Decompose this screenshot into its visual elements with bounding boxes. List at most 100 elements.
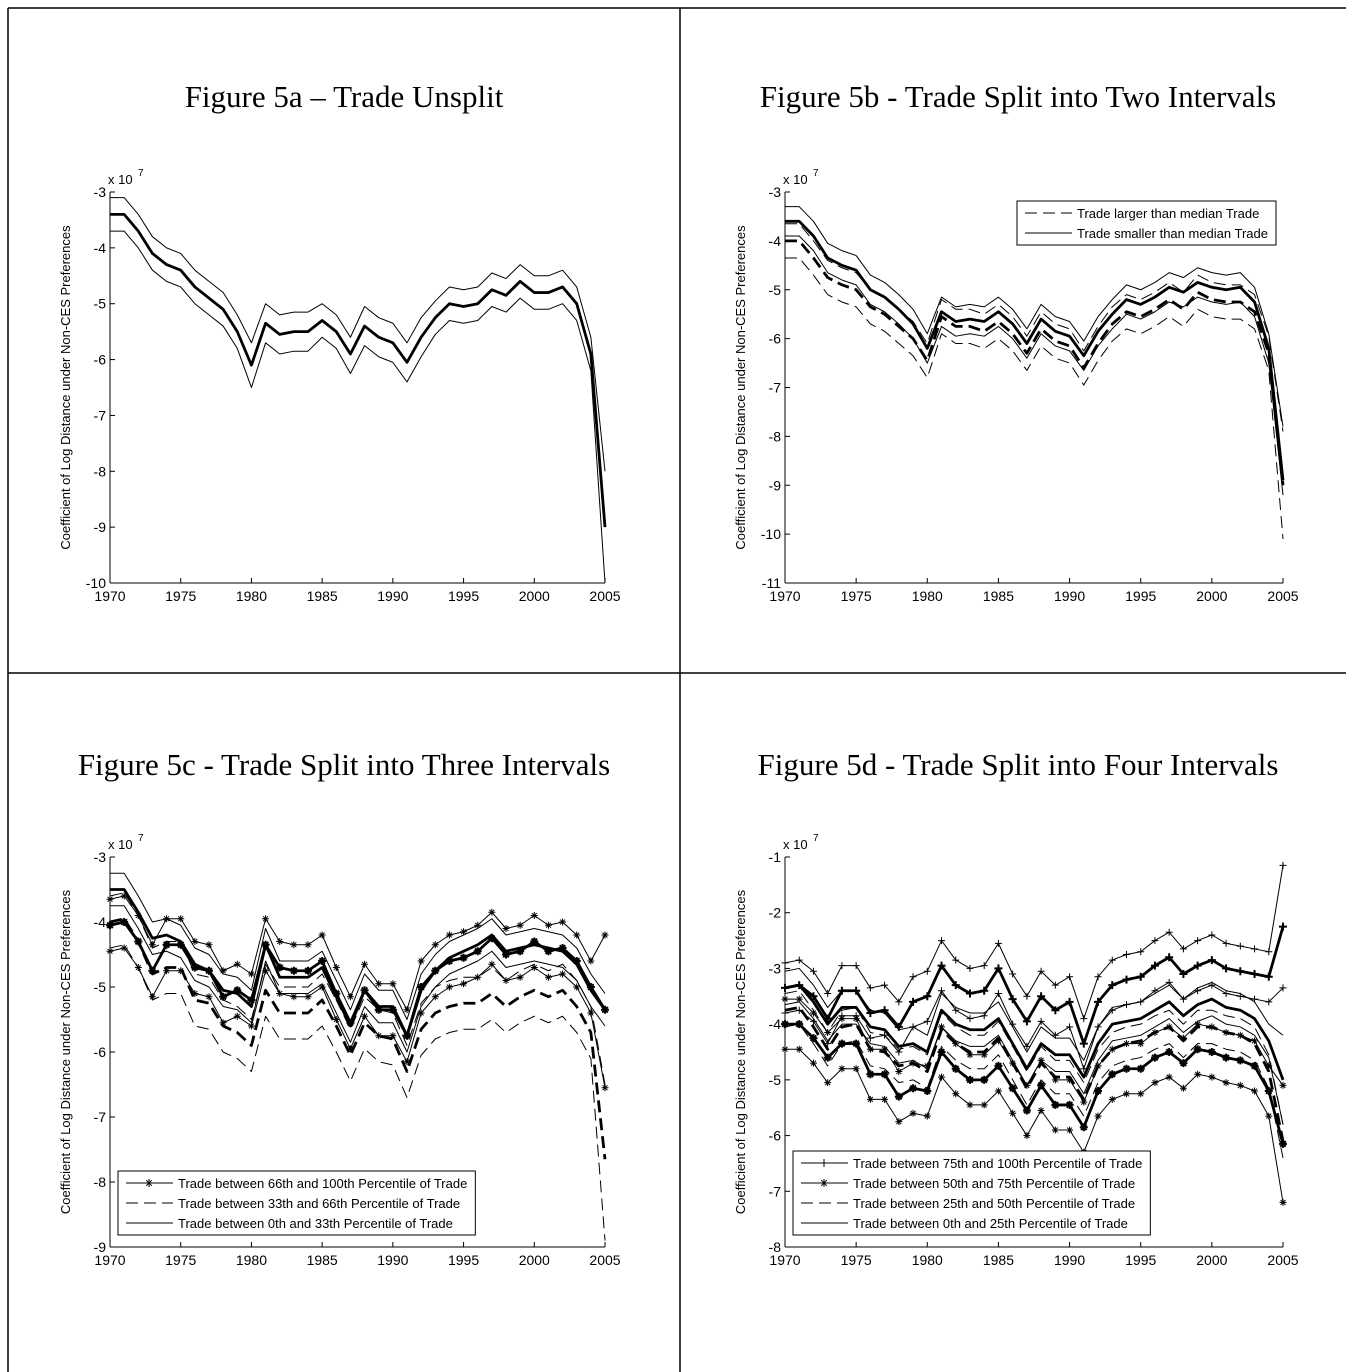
marker <box>389 980 397 988</box>
marker <box>1108 1070 1117 1079</box>
marker <box>318 983 326 991</box>
marker <box>1009 1109 1017 1117</box>
marker <box>445 931 453 939</box>
marker <box>1279 1198 1287 1206</box>
marker <box>587 1009 595 1017</box>
marker <box>980 962 988 970</box>
legend-label: Trade between 0th and 25th Percentile of… <box>853 1216 1128 1231</box>
marker <box>516 947 525 956</box>
marker <box>1236 1056 1245 1065</box>
marker <box>262 915 270 923</box>
marker <box>966 964 974 972</box>
marker <box>1051 1006 1060 1015</box>
marker <box>586 983 595 991</box>
marker <box>824 1079 832 1087</box>
x-tick-label: 2000 <box>519 588 550 604</box>
marker <box>923 1087 932 1095</box>
marker <box>1165 928 1173 936</box>
x-tick-label: 1970 <box>94 588 125 604</box>
marker <box>965 989 974 998</box>
series-line <box>784 983 1285 1081</box>
y-scale-exponent: 7 <box>813 168 819 179</box>
legend-marker <box>820 1159 828 1167</box>
marker <box>459 953 468 962</box>
series-line <box>110 888 607 1038</box>
series-line <box>110 230 606 584</box>
y-tick-label: -2 <box>769 905 782 921</box>
marker <box>346 993 354 1001</box>
series-line <box>110 197 606 472</box>
marker <box>1207 956 1216 965</box>
marker <box>1193 1045 1202 1054</box>
marker <box>1251 1087 1259 1095</box>
marker <box>1094 1112 1102 1120</box>
series-line <box>784 1006 1285 1142</box>
legend-label: Trade between 25th and 50th Percentile o… <box>853 1196 1135 1211</box>
marker <box>781 995 789 1003</box>
marker <box>965 1075 974 1084</box>
x-tick-label: 1990 <box>377 588 408 604</box>
y-tick-label: -3 <box>769 184 782 200</box>
x-tick-label: 1990 <box>1054 588 1085 604</box>
marker <box>1179 945 1187 953</box>
x-tick-label: 2005 <box>589 1252 620 1268</box>
marker <box>162 940 171 949</box>
chart-title: Figure 5c - Trade Split into Three Inter… <box>78 747 610 782</box>
x-tick-label: 1975 <box>841 1252 872 1268</box>
marker <box>559 970 567 978</box>
y-tick-label: -9 <box>94 1239 107 1255</box>
marker <box>572 957 581 965</box>
marker <box>994 964 1003 973</box>
marker <box>205 993 213 1001</box>
marker <box>304 966 312 975</box>
series-line <box>109 947 606 1088</box>
marker <box>1179 970 1188 978</box>
marker <box>233 960 241 968</box>
x-tick-label: 1980 <box>236 1252 267 1268</box>
marker <box>417 1009 425 1017</box>
marker <box>980 986 989 995</box>
x-tick-label: 1985 <box>307 1252 338 1268</box>
marker <box>1207 1048 1216 1056</box>
marker <box>1079 1039 1088 1048</box>
y-tick-label: -9 <box>769 477 782 493</box>
marker <box>809 967 817 975</box>
marker <box>923 1017 931 1025</box>
marker <box>191 990 199 997</box>
marker <box>332 1016 340 1023</box>
marker <box>205 941 213 949</box>
y-tick-label: -6 <box>94 352 107 368</box>
marker <box>795 956 803 964</box>
marker <box>1051 1126 1059 1134</box>
marker <box>1009 970 1017 978</box>
marker <box>1108 1095 1116 1103</box>
marker <box>852 1015 860 1023</box>
x-tick-label: 1995 <box>448 1252 479 1268</box>
y-tick-label: -3 <box>94 184 107 200</box>
chart: Figure 5c - Trade Split into Three Inter… <box>58 747 621 1268</box>
y-axis-label: Coefficient of Log Distance under Non-CE… <box>58 225 73 550</box>
series-line <box>785 219 1285 481</box>
marker <box>1136 1064 1145 1073</box>
marker <box>852 1065 860 1073</box>
marker <box>163 967 171 975</box>
marker <box>417 957 425 965</box>
marker <box>502 977 510 984</box>
marker <box>106 895 114 903</box>
marker <box>1122 1090 1130 1098</box>
series-line <box>785 1022 1285 1145</box>
marker <box>966 1051 974 1059</box>
y-tick-label: -6 <box>769 331 782 347</box>
legend-marker <box>145 1179 153 1187</box>
marker <box>1008 1084 1017 1093</box>
marker <box>838 1015 846 1023</box>
marker <box>1165 1073 1173 1081</box>
marker <box>445 957 454 965</box>
marker <box>824 990 832 997</box>
series-line <box>109 892 606 1085</box>
legend: Trade larger than median Trade Trade smal… <box>1016 200 1277 246</box>
marker <box>375 980 383 988</box>
marker <box>1023 1042 1031 1050</box>
marker <box>233 1012 241 1020</box>
marker <box>1022 1017 1031 1026</box>
